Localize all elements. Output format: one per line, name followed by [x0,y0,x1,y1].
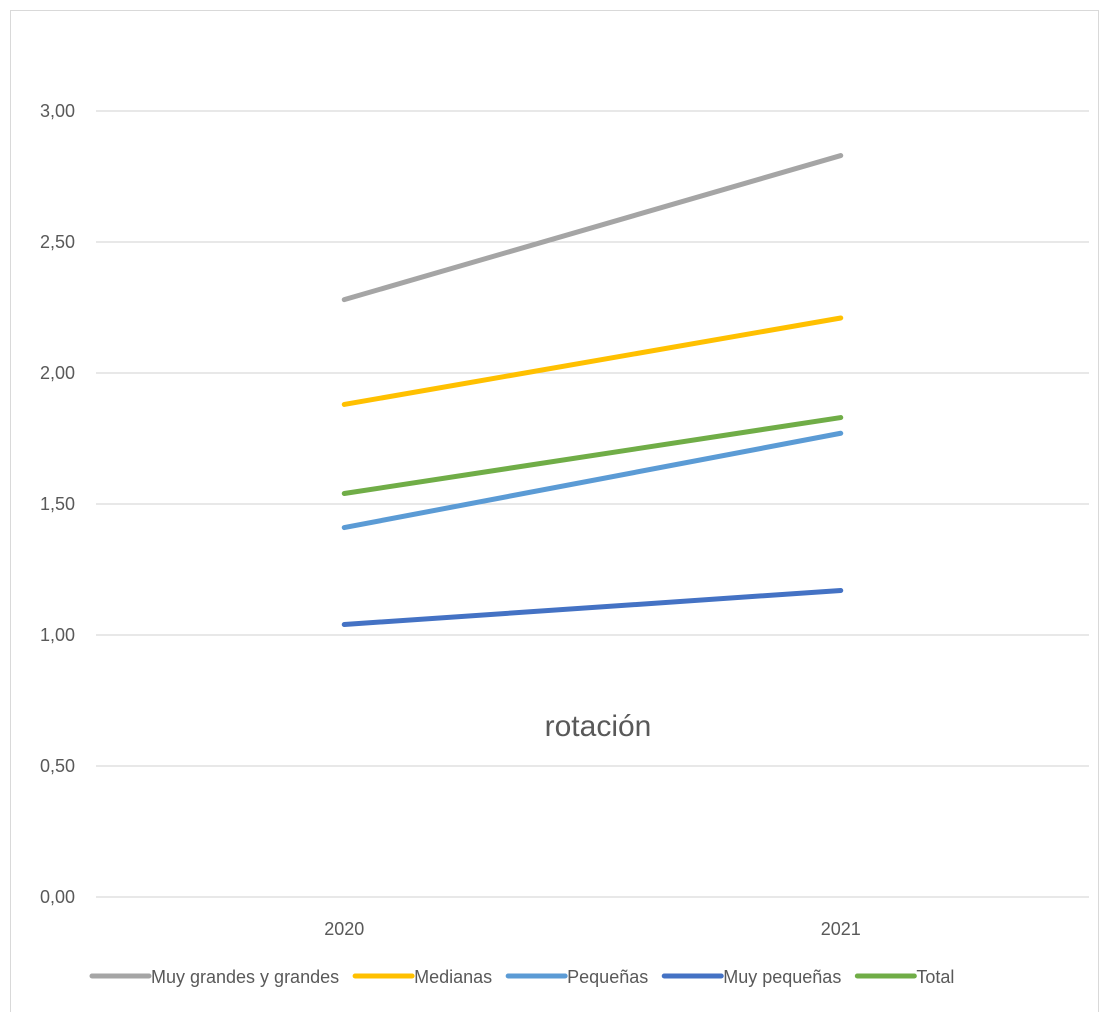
series-line-0 [341,153,844,303]
x-axis-ticks: 2020 2021 [324,919,861,939]
y-tick-label: 1,00 [40,625,75,645]
legend-label: Total [916,967,954,987]
chart-area [10,10,1099,1012]
legend-label: Pequeñas [567,967,648,987]
series-line-2 [341,430,844,531]
legend-label: Medianas [414,967,492,987]
y-tick-label: 0,00 [40,887,75,907]
legend-item: Total [854,967,954,987]
series-line-1 [341,315,844,407]
legend-item: Muy grandes y grandes [89,967,339,987]
chart-title: rotación [545,710,652,743]
series-lines [341,153,844,628]
series-line-3 [341,587,844,628]
legend: Muy grandes y grandes Medianas Pequeñas Muy… [89,967,954,987]
legend-item: Pequeñas [505,967,648,987]
legend-label: Muy grandes y grandes [151,967,339,987]
series-line-4 [341,415,844,497]
legend-label: Muy pequeñas [723,967,841,987]
legend-item: Medianas [352,967,492,987]
y-tick-label: 2,50 [40,232,75,252]
y-tick-label: 0,50 [40,756,75,776]
gridlines [96,110,1089,898]
x-tick-label: 2020 [324,919,364,939]
y-tick-label: 3,00 [40,101,75,121]
y-tick-label: 1,50 [40,494,75,514]
y-axis-ticks: 0,00 0,50 1,00 1,50 2,00 2,50 3,00 [40,101,75,907]
x-tick-label: 2021 [821,919,861,939]
y-tick-label: 2,00 [40,363,75,383]
legend-item: Muy pequeñas [661,967,841,987]
